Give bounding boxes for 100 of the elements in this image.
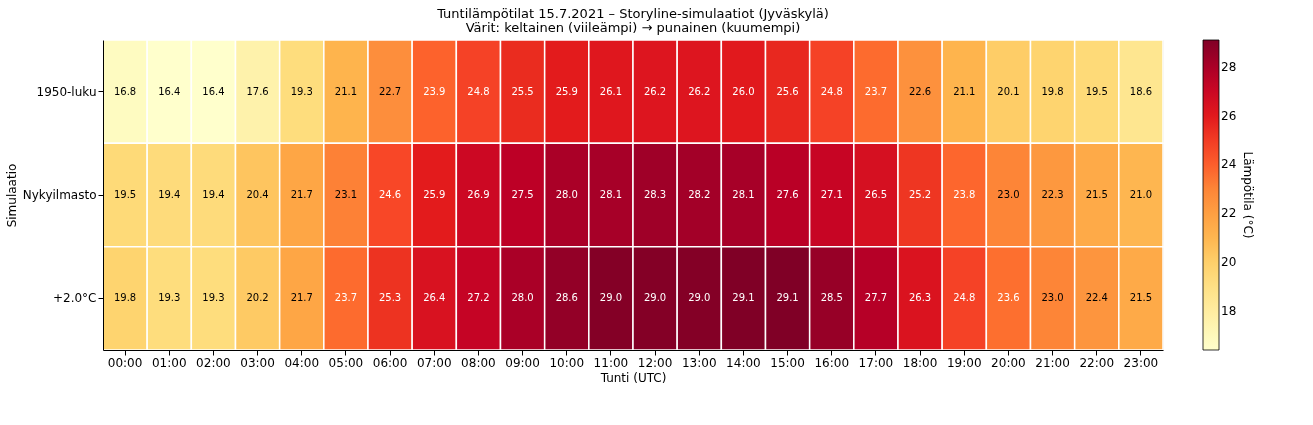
data-label: 28.0 (555, 189, 578, 200)
color-bar-label: 20 (1221, 255, 1237, 270)
data-label: 19.4 (202, 189, 225, 200)
data-label: 26.9 (467, 189, 490, 200)
data-label: 26.3 (908, 292, 932, 304)
data-label: 26.2 (688, 85, 711, 97)
color-bar-label: 26 (1221, 108, 1237, 123)
data-label: 28.6 (555, 292, 578, 304)
data-label: 24.8 (820, 85, 843, 97)
data-label: 23.6 (997, 292, 1020, 304)
data-label: 21.7 (290, 292, 313, 304)
x-tick-label: 18:00 (902, 355, 938, 370)
data-label: 29.1 (732, 292, 755, 304)
data-label: 21.5 (1129, 292, 1153, 304)
x-tick-label: 07:00 (416, 355, 452, 370)
data-label: 28.1 (599, 189, 623, 200)
y-tick-label: Nykyilmasto (22, 188, 97, 202)
data-label: 19.3 (158, 292, 181, 304)
data-label: 20.1 (997, 85, 1020, 97)
data-label: 21.5 (1085, 189, 1108, 200)
data-label: 25.3 (378, 292, 402, 304)
x-tick-label: 12:00 (637, 355, 673, 370)
data-label: 25.2 (908, 189, 932, 200)
color-bar-label: 28 (1221, 59, 1237, 74)
data-label: 19.5 (1085, 85, 1108, 97)
data-label: 27.1 (820, 189, 843, 200)
data-label: 16.4 (202, 85, 225, 97)
x-tick-label: 21:00 (1035, 355, 1070, 370)
data-label: 25.5 (511, 85, 534, 97)
data-label: 21.1 (953, 85, 976, 97)
data-label: 26.4 (423, 292, 446, 304)
data-label: 21.7 (290, 189, 313, 200)
data-label: 24.8 (467, 85, 490, 97)
x-axis-title: Tunti (UTC) (599, 370, 667, 385)
data-label: 23.0 (1041, 292, 1064, 304)
chart-title: Tuntilämpötilat 15.7.2021 – Storyline-simulaatiot (Jyväskylä) (436, 6, 829, 22)
data-label: 23.1 (334, 189, 358, 200)
color-bar-label: 22 (1221, 206, 1237, 221)
data-label: 26.1 (599, 85, 623, 97)
y-tick-label: +2.0°C (52, 291, 97, 306)
x-tick-label: 15:00 (770, 355, 805, 370)
y-axis-title: Simulaatio (4, 163, 19, 228)
chart-subtitle: Värit: keltainen (viileämpi) → punainen (kuumempi) (465, 20, 801, 36)
data-label: 17.6 (246, 85, 269, 97)
x-tick-label: 08:00 (461, 355, 496, 370)
data-label: 25.9 (423, 189, 446, 200)
data-label: 20.2 (246, 292, 269, 304)
x-tick-label: 03:00 (240, 355, 275, 370)
data-label: 16.8 (113, 85, 137, 97)
data-label: 19.3 (202, 292, 225, 304)
data-label: 18.6 (1129, 85, 1153, 97)
data-label: 28.3 (643, 189, 667, 200)
y-tick-label: 1950-luku (36, 84, 97, 99)
data-label: 29.1 (776, 292, 799, 304)
data-label: 19.8 (1041, 85, 1064, 97)
data-label: 27.5 (511, 189, 534, 200)
data-label: 25.9 (555, 85, 578, 97)
x-tick-label: 13:00 (681, 355, 717, 370)
data-label: 28.5 (820, 292, 843, 304)
data-label: 25.6 (776, 85, 799, 97)
x-tick-label: 10:00 (549, 355, 585, 370)
data-label: 22.4 (1085, 292, 1108, 304)
x-tick-label: 04:00 (284, 355, 320, 370)
data-label: 16.4 (158, 85, 181, 97)
data-label: 19.3 (290, 85, 313, 97)
data-label: 19.4 (158, 189, 181, 200)
x-tick-label: 16:00 (814, 355, 850, 370)
x-tick-label: 01:00 (151, 355, 187, 370)
x-tick-label: 06:00 (372, 355, 408, 370)
data-label: 21.0 (1129, 189, 1153, 200)
data-label: 23.0 (997, 189, 1020, 200)
data-label: 22.6 (908, 85, 932, 97)
data-label: 28.1 (732, 189, 755, 200)
color-bar-title: Lämpötila (°C) (1241, 151, 1255, 239)
data-label: 27.6 (776, 189, 799, 200)
x-tick-label: 22:00 (1079, 355, 1115, 370)
x-tick-label: 02:00 (196, 355, 231, 370)
data-label: 29.0 (688, 292, 711, 304)
x-tick-label: 23:00 (1123, 355, 1159, 370)
data-label: 23.8 (953, 189, 976, 200)
x-tick-label: 14:00 (726, 355, 761, 370)
data-label: 27.2 (467, 292, 490, 304)
data-label: 24.8 (953, 292, 976, 304)
data-label: 19.8 (113, 292, 137, 304)
x-tick-label: 17:00 (858, 355, 894, 370)
x-tick-label: 00:00 (107, 355, 143, 370)
x-tick-label: 05:00 (328, 355, 364, 370)
data-label: 26.2 (643, 85, 667, 97)
data-label: 23.7 (334, 292, 358, 304)
x-tick-label: 09:00 (505, 355, 540, 370)
data-label: 21.1 (334, 85, 358, 97)
data-label: 23.9 (423, 85, 446, 97)
data-label: 20.4 (246, 189, 269, 200)
data-label: 28.2 (688, 189, 711, 200)
data-label: 24.6 (378, 189, 402, 200)
x-tick-label: 19:00 (946, 355, 982, 370)
data-label: 29.0 (643, 292, 667, 304)
data-label: 26.5 (864, 189, 888, 200)
data-label: 19.5 (113, 189, 137, 200)
color-bar-label: 18 (1221, 303, 1237, 318)
